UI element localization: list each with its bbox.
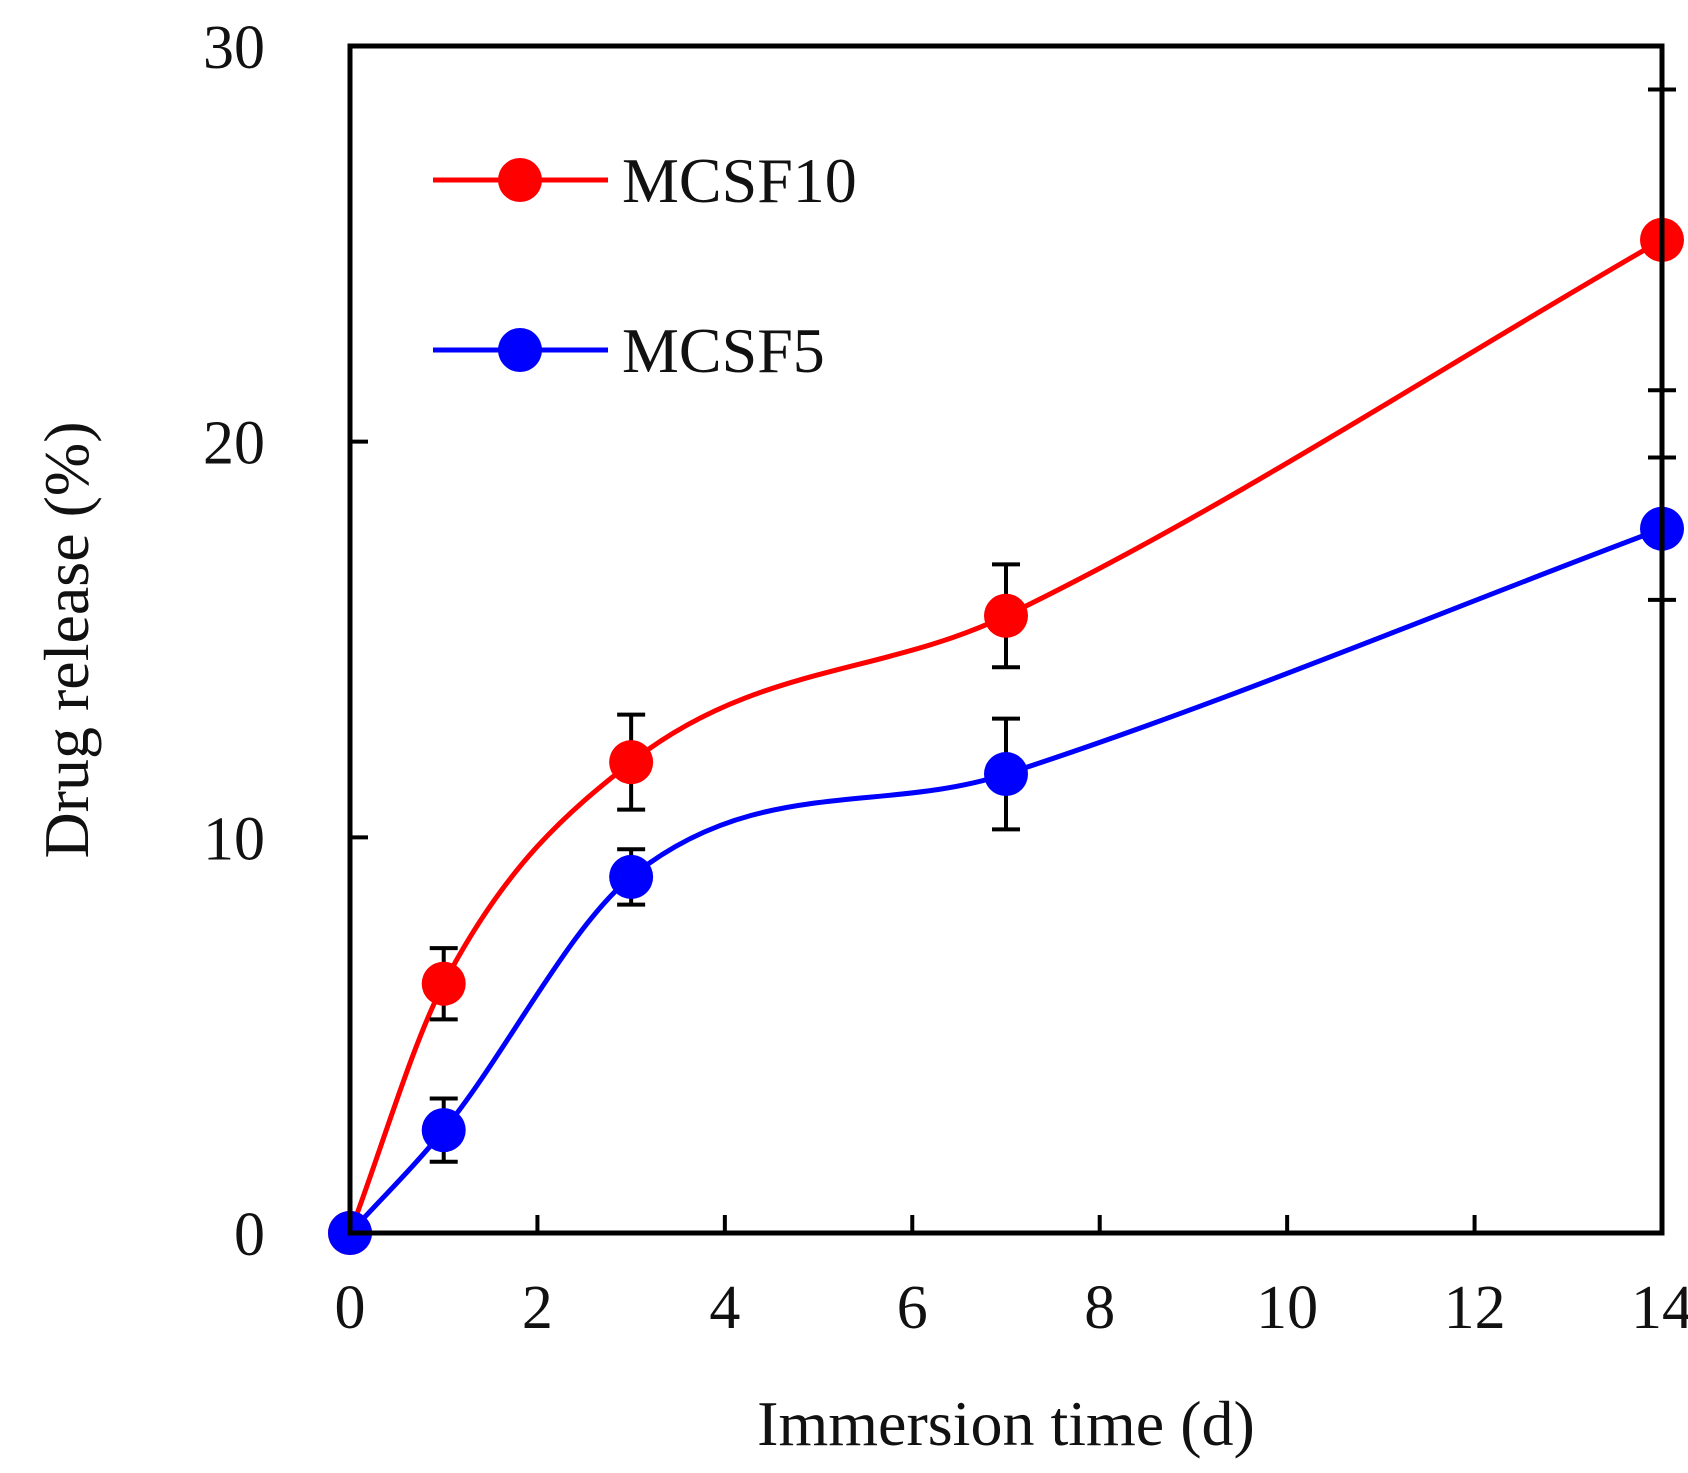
x-tick-label: 6 [897, 1274, 928, 1342]
x-axis-title: Immersion time (d) [757, 1388, 1255, 1459]
legend: MCSF10 MCSF5 [433, 145, 857, 386]
x-tick-label: 12 [1444, 1274, 1506, 1342]
x-tick-label: 4 [709, 1274, 740, 1342]
legend-label-MCSF5: MCSF5 [622, 315, 825, 386]
data-point-MCSF10 [421, 961, 466, 1006]
legend-marker-MCSF10 [498, 158, 542, 202]
x-tick-label: 2 [522, 1274, 553, 1342]
x-tick-label: 10 [1256, 1274, 1318, 1342]
x-tick-label: 0 [335, 1274, 366, 1342]
data-point-MCSF10 [984, 593, 1028, 638]
plot-frame [347, 43, 1665, 1236]
legend-marker-MCSF5 [498, 328, 542, 372]
x-tick-label: 14 [1631, 1274, 1688, 1342]
y-tick-label: 20 [203, 410, 265, 478]
legend-label-MCSF10: MCSF10 [622, 145, 857, 216]
y-tick-label: 30 [203, 14, 265, 82]
data-point-MCSF10 [609, 740, 654, 785]
x-tick-label: 8 [1084, 1274, 1115, 1342]
y-tick-label: 0 [234, 1201, 265, 1269]
data-point-MCSF5 [421, 1108, 466, 1153]
data-point-MCSF5 [609, 854, 654, 899]
error-bars [429, 87, 1676, 1164]
series-line-MCSF10 [347, 237, 1664, 1234]
y-axis-title: Drug release (%) [31, 421, 102, 858]
x-axis-ticks: 0 2 4 6 8 10 12 14 [335, 1215, 1688, 1342]
y-axis-ticks: 0 10 20 30 [203, 14, 368, 1269]
data-point-MCSF5 [984, 752, 1028, 797]
y-tick-label: 10 [203, 805, 265, 873]
